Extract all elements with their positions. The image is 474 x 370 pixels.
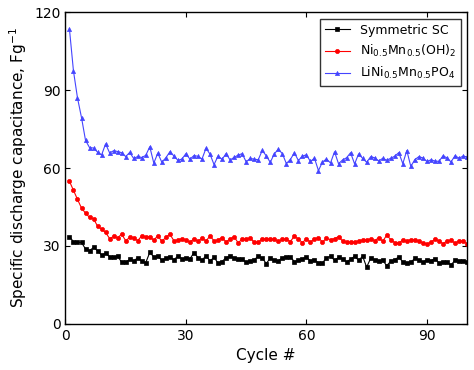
Ni$_{0.5}$Mn$_{0.5}$(OH)$_2$ (159, 239, 164, 244)
Ni$_{0.5}$Mn$_{0.5}$(OH)$_2$ (67, 179, 73, 184)
Symmetric SC (159, 258, 164, 262)
LiNi$_{0.5}$Mn$_{0.5}$PO$_4$ (464, 155, 470, 159)
Symmetric SC (143, 260, 149, 265)
X-axis label: Cycle #: Cycle # (237, 348, 296, 363)
Y-axis label: Specific discharge capacitance, Fg$^{-1}$: Specific discharge capacitance, Fg$^{-1}… (7, 28, 28, 309)
Legend: Symmetric SC, Ni$_{0.5}$Mn$_{0.5}$(OH)$_2$, LiNi$_{0.5}$Mn$_{0.5}$PO$_4$: Symmetric SC, Ni$_{0.5}$Mn$_{0.5}$(OH)$_… (320, 19, 461, 86)
Ni$_{0.5}$Mn$_{0.5}$(OH)$_2$ (424, 242, 430, 246)
Symmetric SC (448, 263, 454, 267)
Line: Symmetric SC: Symmetric SC (67, 235, 469, 269)
Ni$_{0.5}$Mn$_{0.5}$(OH)$_2$ (448, 238, 454, 243)
Line: Ni$_{0.5}$Mn$_{0.5}$(OH)$_2$: Ni$_{0.5}$Mn$_{0.5}$(OH)$_2$ (67, 179, 469, 246)
Line: LiNi$_{0.5}$Mn$_{0.5}$PO$_4$: LiNi$_{0.5}$Mn$_{0.5}$PO$_4$ (67, 27, 469, 173)
Symmetric SC (303, 255, 309, 259)
LiNi$_{0.5}$Mn$_{0.5}$PO$_4$ (272, 152, 277, 156)
Ni$_{0.5}$Mn$_{0.5}$(OH)$_2$ (272, 237, 277, 241)
Ni$_{0.5}$Mn$_{0.5}$(OH)$_2$ (464, 242, 470, 246)
LiNi$_{0.5}$Mn$_{0.5}$PO$_4$ (143, 153, 149, 158)
Symmetric SC (67, 235, 73, 239)
Symmetric SC (464, 260, 470, 264)
Symmetric SC (436, 260, 442, 265)
LiNi$_{0.5}$Mn$_{0.5}$PO$_4$ (159, 160, 164, 164)
Ni$_{0.5}$Mn$_{0.5}$(OH)$_2$ (143, 235, 149, 239)
Ni$_{0.5}$Mn$_{0.5}$(OH)$_2$ (436, 239, 442, 243)
LiNi$_{0.5}$Mn$_{0.5}$PO$_4$ (303, 152, 309, 157)
LiNi$_{0.5}$Mn$_{0.5}$PO$_4$ (436, 159, 442, 164)
LiNi$_{0.5}$Mn$_{0.5}$PO$_4$ (448, 160, 454, 164)
LiNi$_{0.5}$Mn$_{0.5}$PO$_4$ (67, 27, 73, 31)
Ni$_{0.5}$Mn$_{0.5}$(OH)$_2$ (303, 236, 309, 241)
LiNi$_{0.5}$Mn$_{0.5}$PO$_4$ (316, 168, 321, 173)
Symmetric SC (272, 258, 277, 262)
Symmetric SC (364, 265, 370, 269)
